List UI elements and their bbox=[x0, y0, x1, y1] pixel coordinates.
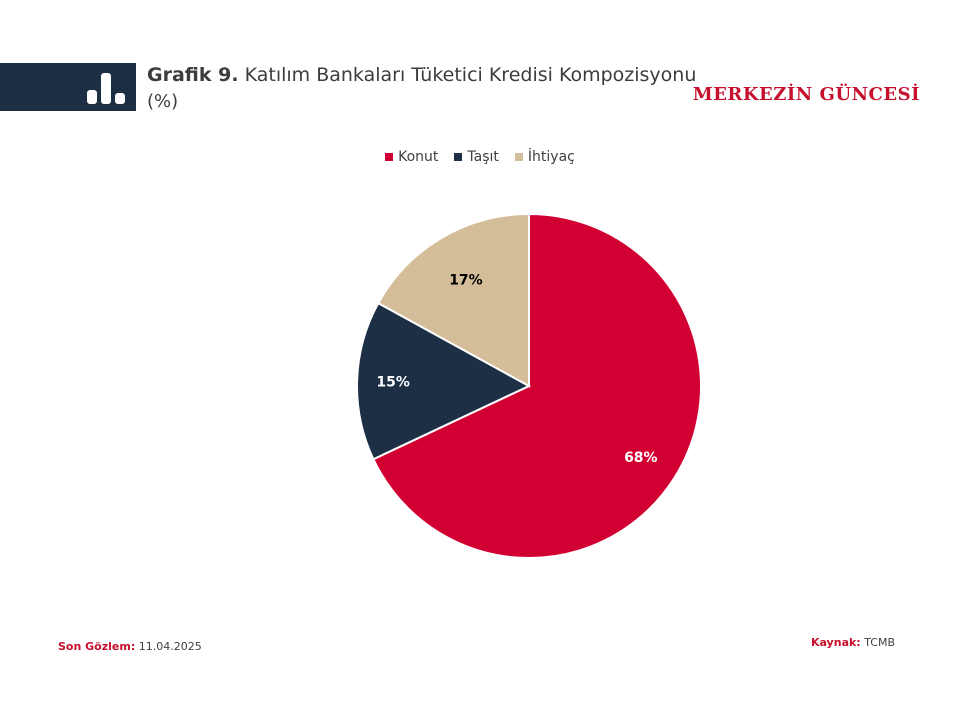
legend-swatch bbox=[385, 153, 394, 161]
source: Kaynak: TCMB bbox=[811, 636, 895, 649]
figure-number: Grafik 9. bbox=[147, 64, 239, 86]
legend-swatch bbox=[454, 153, 463, 161]
legend-swatch bbox=[514, 153, 523, 161]
pie-slice bbox=[356, 301, 532, 461]
last-observation-label: Son Gözlem: bbox=[58, 640, 136, 653]
legend-label: Konut bbox=[398, 149, 439, 165]
legend-item: Konut bbox=[385, 149, 438, 165]
pie-slice bbox=[372, 212, 702, 559]
last-observation-value: 11.04.2025 bbox=[138, 640, 202, 653]
source-value: TCMB bbox=[864, 636, 895, 649]
slice-data-label: 17% bbox=[449, 272, 483, 288]
title-unit: (%) bbox=[147, 91, 179, 112]
title-text: Katılım Bankaları Tüketici Kredisi Kompo… bbox=[244, 64, 697, 86]
last-observation: Son Gözlem: 11.04.2025 bbox=[58, 640, 202, 653]
pie-slice bbox=[376, 212, 530, 388]
legend-label: Taşıt bbox=[467, 149, 499, 165]
slice-data-label: 15% bbox=[376, 375, 410, 391]
brand-logo: MERKEZİN GÜNCESİ bbox=[692, 84, 920, 105]
legend-item: İhtiyaç bbox=[514, 149, 575, 165]
bar-chart-icon bbox=[87, 73, 125, 104]
chart-title: Grafik 9. Katılım Bankaları Tüketici Kre… bbox=[147, 62, 727, 115]
header-band bbox=[0, 63, 136, 111]
slice-data-label: 68% bbox=[624, 450, 658, 466]
legend-label: İhtiyaç bbox=[527, 149, 575, 165]
legend-item: Taşıt bbox=[454, 149, 499, 165]
chart-legend: Konut Taşıt İhtiyaç bbox=[0, 149, 960, 165]
source-label: Kaynak: bbox=[810, 636, 861, 649]
